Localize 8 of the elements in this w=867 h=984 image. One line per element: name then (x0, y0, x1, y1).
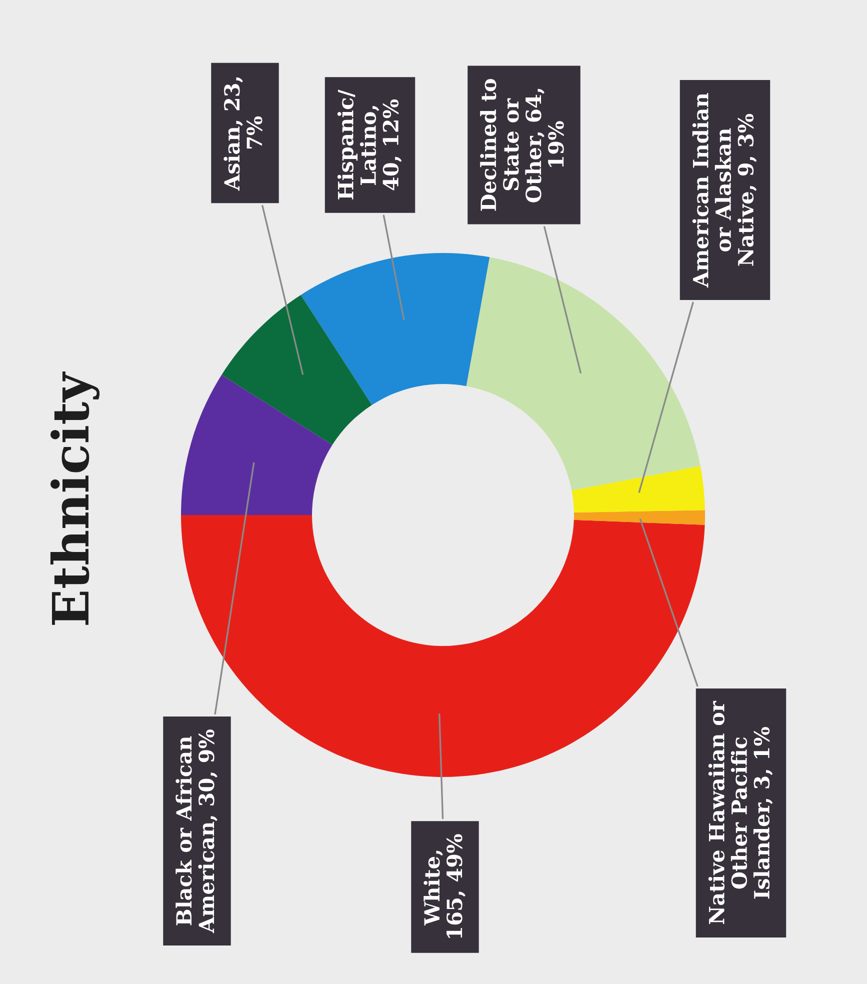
slice-label: Declined to State or Other, 64, 19% (480, 79, 564, 211)
slice-label: Black or African American, 30, 9% (176, 730, 218, 934)
slice-label: American Indian or Alaskan Native, 9, 3% (692, 93, 757, 288)
slice-label: Native Hawaiian or Other Pacific Islander, 3, 1% (708, 700, 773, 924)
slice-label: Asian, 23, 7% (224, 77, 262, 191)
slice-label: Hispanic/Latino, 40, 12% (337, 90, 402, 200)
text: Ethnicity (50, 372, 100, 625)
slice-label: White, 165, 49% (424, 834, 466, 938)
